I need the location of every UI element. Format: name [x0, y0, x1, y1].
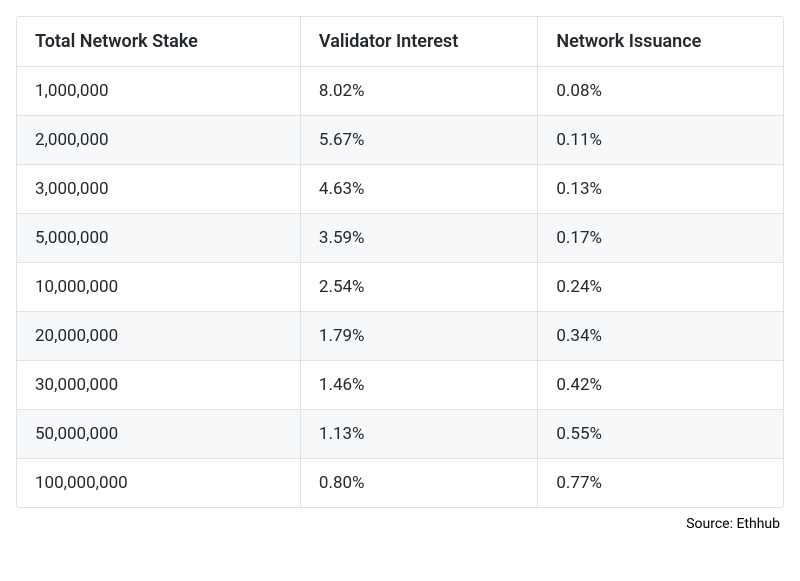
cell-stake: 50,000,000	[17, 410, 300, 459]
cell-issuance: 0.08%	[538, 67, 783, 116]
table-row: 50,000,000 1.13% 0.55%	[17, 410, 783, 459]
table-row: 100,000,000 0.80% 0.77%	[17, 459, 783, 508]
table-body: 1,000,000 8.02% 0.08% 2,000,000 5.67% 0.…	[17, 67, 783, 508]
cell-stake: 30,000,000	[17, 361, 300, 410]
cell-stake: 5,000,000	[17, 214, 300, 263]
cell-stake: 100,000,000	[17, 459, 300, 508]
col-header-issuance: Network Issuance	[538, 17, 783, 67]
cell-interest: 1.79%	[300, 312, 537, 361]
cell-issuance: 0.55%	[538, 410, 783, 459]
cell-interest: 3.59%	[300, 214, 537, 263]
table-row: 2,000,000 5.67% 0.11%	[17, 116, 783, 165]
cell-issuance: 0.42%	[538, 361, 783, 410]
cell-issuance: 0.11%	[538, 116, 783, 165]
cell-issuance: 0.24%	[538, 263, 783, 312]
cell-interest: 1.13%	[300, 410, 537, 459]
stake-table: Total Network Stake Validator Interest N…	[17, 17, 783, 507]
cell-stake: 1,000,000	[17, 67, 300, 116]
table-row: 30,000,000 1.46% 0.42%	[17, 361, 783, 410]
cell-interest: 0.80%	[300, 459, 537, 508]
cell-issuance: 0.17%	[538, 214, 783, 263]
table-row: 10,000,000 2.54% 0.24%	[17, 263, 783, 312]
cell-interest: 1.46%	[300, 361, 537, 410]
cell-interest: 2.54%	[300, 263, 537, 312]
cell-interest: 8.02%	[300, 67, 537, 116]
col-header-interest: Validator Interest	[300, 17, 537, 67]
cell-interest: 4.63%	[300, 165, 537, 214]
col-header-stake: Total Network Stake	[17, 17, 300, 67]
cell-issuance: 0.77%	[538, 459, 783, 508]
cell-interest: 5.67%	[300, 116, 537, 165]
stake-table-wrapper: Total Network Stake Validator Interest N…	[16, 16, 784, 508]
table-row: 1,000,000 8.02% 0.08%	[17, 67, 783, 116]
cell-stake: 2,000,000	[17, 116, 300, 165]
cell-stake: 10,000,000	[17, 263, 300, 312]
cell-stake: 20,000,000	[17, 312, 300, 361]
cell-issuance: 0.34%	[538, 312, 783, 361]
cell-issuance: 0.13%	[538, 165, 783, 214]
cell-stake: 3,000,000	[17, 165, 300, 214]
table-row: 5,000,000 3.59% 0.17%	[17, 214, 783, 263]
table-header: Total Network Stake Validator Interest N…	[17, 17, 783, 67]
table-row: 20,000,000 1.79% 0.34%	[17, 312, 783, 361]
source-label: Source: Ethhub	[16, 516, 784, 532]
table-row: 3,000,000 4.63% 0.13%	[17, 165, 783, 214]
